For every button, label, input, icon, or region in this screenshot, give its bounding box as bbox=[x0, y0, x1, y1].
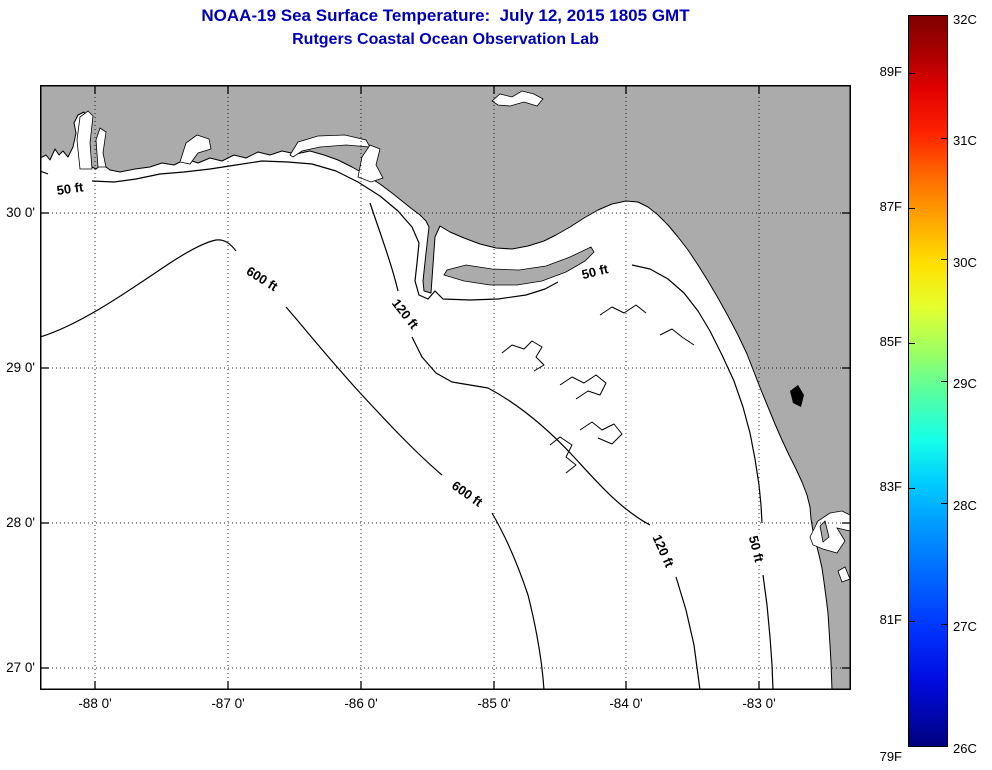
colorbar-celsius-label: 32C bbox=[953, 12, 977, 27]
x-tick-label: -85 0' bbox=[477, 696, 511, 711]
colorbar-fahrenheit-label: 79F bbox=[879, 749, 902, 764]
y-tick-label: 28 0' bbox=[6, 515, 35, 530]
colorbar-celsius-label: 30C bbox=[953, 255, 977, 270]
colorbar-tick bbox=[909, 72, 915, 74]
map-canvas bbox=[40, 85, 851, 690]
colorbar-fahrenheit-label: 89F bbox=[879, 64, 902, 79]
inland-lake bbox=[491, 90, 544, 107]
x-tick-label: -84 0' bbox=[609, 696, 643, 711]
x-tick-label: -83 0' bbox=[742, 696, 776, 711]
barrier-islands bbox=[443, 246, 595, 286]
colorbar-tick bbox=[909, 343, 915, 345]
colorbar-tick bbox=[909, 488, 915, 490]
coastal-dark-mark bbox=[790, 385, 804, 407]
colorbar-tick bbox=[909, 621, 915, 623]
colorbar-tick bbox=[941, 137, 947, 139]
pensacola-bay bbox=[179, 134, 212, 165]
colorbar-fahrenheit-label: 81F bbox=[879, 612, 902, 627]
temperature-colorbar bbox=[908, 15, 948, 747]
depth-contour-120ft bbox=[369, 202, 701, 690]
y-tick-label: 29 0' bbox=[6, 360, 35, 375]
colorbar-celsius-label: 31C bbox=[953, 133, 977, 148]
depth-contour-600ft bbox=[40, 239, 545, 690]
axes-frame bbox=[40, 85, 851, 690]
colorbar-tick bbox=[941, 381, 947, 382]
x-tick-label: -86 0' bbox=[344, 696, 378, 711]
x-tick-label: -87 0' bbox=[211, 696, 245, 711]
bay-inlet bbox=[95, 127, 107, 168]
figure-subtitle: Rutgers Coastal Ocean Observation Lab bbox=[292, 31, 599, 48]
y-tick-label: 27 0' bbox=[6, 660, 35, 675]
colorbar-celsius-label: 26C bbox=[953, 741, 977, 756]
colorbar-fahrenheit-label: 83F bbox=[879, 479, 902, 494]
colorbar-fahrenheit-label: 87F bbox=[879, 199, 902, 214]
contour-detail-squiggles bbox=[501, 304, 695, 474]
depth-contour-50ft bbox=[40, 160, 774, 690]
x-tick-label: -88 0' bbox=[78, 696, 112, 711]
tampa-bay bbox=[809, 510, 851, 554]
colorbar-celsius-label: 27C bbox=[953, 619, 977, 634]
colorbar-celsius-label: 29C bbox=[953, 376, 977, 391]
colorbar-celsius-label: 28C bbox=[953, 498, 977, 513]
figure-title: NOAA-19 Sea Surface Temperature: July 12… bbox=[201, 6, 690, 25]
map-area: 50 ft 600 ft 120 ft 50 ft 600 ft 120 ft … bbox=[40, 85, 851, 690]
st-andrew-bay bbox=[357, 144, 384, 183]
colorbar-tick bbox=[941, 624, 947, 626]
colorbar-fahrenheit-label: 85F bbox=[879, 334, 902, 349]
colorbar-tick bbox=[909, 207, 915, 209]
grid bbox=[40, 85, 851, 690]
mobile-bay bbox=[76, 110, 94, 170]
y-tick-label: 30 0' bbox=[6, 205, 35, 220]
colorbar-tick bbox=[941, 502, 947, 504]
pinellas-peninsula bbox=[819, 520, 830, 543]
colorbar-tick bbox=[941, 259, 947, 261]
